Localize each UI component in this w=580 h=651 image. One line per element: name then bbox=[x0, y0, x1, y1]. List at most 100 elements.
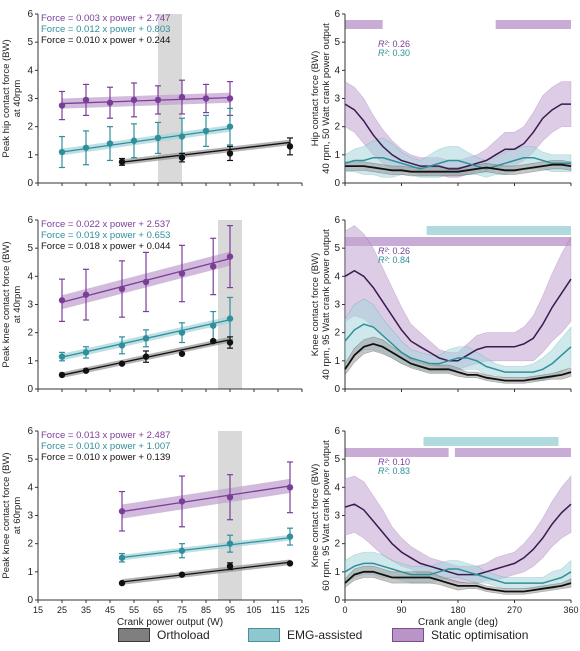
x-tick-label: 90 bbox=[396, 605, 406, 615]
y-axis-label-line: Hip contact force (BW) bbox=[310, 51, 321, 147]
mean-line-static bbox=[344, 269, 572, 362]
data-point-ortho bbox=[118, 158, 126, 166]
y-tick-label: 6 bbox=[334, 9, 340, 20]
y-tick-label: 5 bbox=[334, 243, 340, 254]
data-point-emg bbox=[226, 123, 234, 130]
r2-symbol: R² bbox=[378, 466, 388, 476]
mean-line-ortho bbox=[345, 163, 572, 173]
equation-ortho: Force = 0.010 x power + 0.244 bbox=[41, 35, 170, 46]
data-point-emg bbox=[226, 540, 234, 547]
x-tick-label: 85 bbox=[201, 605, 211, 615]
x-axis-label: Crank power output (W) bbox=[117, 617, 223, 628]
significance-bar-static bbox=[345, 20, 383, 29]
data-point-static bbox=[226, 253, 234, 260]
y-axis-label: Hip contact force (BW)40 rpm, 50 Watt cr… bbox=[310, 23, 332, 174]
significance-bar-emg bbox=[426, 226, 571, 235]
y-tick-label: 1 bbox=[334, 567, 340, 578]
data-point-static bbox=[210, 263, 217, 270]
r2-label-static: R²: 0.10 bbox=[378, 457, 410, 467]
data-point-emg bbox=[286, 533, 294, 540]
y-tick-label: 6 bbox=[334, 426, 340, 437]
data-point-ortho bbox=[178, 571, 186, 578]
data-point-emg bbox=[178, 329, 186, 336]
panel-left-middle: 0 1 2 3 4 5 6 Peak knee contact force (BW)at 40… bbox=[1, 215, 303, 395]
sd-band-ortho bbox=[344, 336, 572, 384]
r2-label-static: R²: 0.26 bbox=[378, 39, 410, 49]
equation-ortho: Force = 0.010 x power + 0.139 bbox=[41, 452, 170, 463]
data-point-emg bbox=[82, 144, 90, 151]
data-point-emg bbox=[118, 554, 126, 561]
data-point-ortho bbox=[178, 350, 186, 357]
y-tick-label: 2 bbox=[334, 328, 340, 339]
y-axis-label-line: at 60rpm bbox=[12, 497, 23, 535]
mean-line-emg bbox=[344, 156, 571, 170]
r2-value: : 0.30 bbox=[388, 48, 411, 58]
data-point-static bbox=[82, 96, 90, 104]
y-axis-label-line: Peak knee contact force (BW) bbox=[1, 452, 12, 578]
mean-line-static bbox=[344, 103, 571, 170]
data-point-emg bbox=[58, 148, 66, 156]
y-tick-label: 4 bbox=[334, 482, 340, 493]
y-axis-label-line: Knee contact force (BW) bbox=[310, 464, 321, 567]
y-tick-label: 0 bbox=[27, 595, 33, 606]
equation-static: Force = 0.003 x power + 2.747 bbox=[41, 13, 170, 24]
significance-bar-static bbox=[454, 448, 571, 457]
y-tick-label: 1 bbox=[27, 567, 33, 578]
significance-bar-static bbox=[495, 20, 571, 29]
legend-swatch-orthoload bbox=[118, 628, 150, 642]
data-point-ortho bbox=[178, 154, 186, 161]
y-tick-label: 5 bbox=[27, 37, 33, 48]
significance-bar-emg bbox=[423, 437, 559, 446]
x-tick-label: 95 bbox=[225, 605, 235, 615]
data-point-emg bbox=[82, 349, 90, 356]
equation-static: Force = 0.013 x power + 2.487 bbox=[41, 430, 170, 441]
y-axis-label-line: 60 rpm, 95 Watt crank power output bbox=[321, 440, 332, 591]
x-tick-label: 180 bbox=[450, 605, 465, 615]
x-tick-label: 75 bbox=[177, 605, 187, 615]
y-tick-label: 2 bbox=[334, 539, 340, 550]
data-point-ortho bbox=[210, 337, 217, 345]
r2-value: : 0.26 bbox=[388, 246, 411, 256]
y-tick-label: 6 bbox=[27, 215, 33, 226]
y-axis-label: Peak knee contact force (BW)at 60rpm bbox=[1, 452, 23, 578]
y-tick-label: 2 bbox=[27, 328, 33, 339]
data-point-ortho bbox=[82, 367, 90, 374]
data-point-emg bbox=[202, 127, 210, 135]
data-point-ortho bbox=[226, 150, 234, 157]
data-point-emg bbox=[154, 134, 162, 142]
regression-line-emg bbox=[121, 537, 291, 559]
legend-label-static-optimisation: Static optimisation bbox=[431, 628, 529, 642]
mean-line-emg bbox=[344, 323, 572, 373]
legend-swatch-emg-assisted bbox=[248, 628, 280, 642]
data-point-static bbox=[178, 270, 186, 277]
y-tick-label: 6 bbox=[27, 426, 33, 437]
data-point-emg bbox=[142, 335, 150, 342]
data-point-static bbox=[118, 285, 126, 293]
legend-item-static-optimisation: Static optimisation bbox=[392, 626, 528, 644]
y-axis-label: Knee contact force (BW)60 rpm, 95 Watt c… bbox=[310, 440, 332, 591]
y-tick-label: 0 bbox=[334, 384, 340, 395]
legend-swatch-static-optimisation bbox=[392, 628, 424, 642]
r2-label-emg: R²: 0.30 bbox=[378, 48, 410, 58]
y-tick-label: 0 bbox=[334, 178, 340, 189]
y-axis-label-line: Peak knee contact force (BW) bbox=[1, 241, 12, 367]
y-tick-label: 2 bbox=[27, 539, 33, 550]
data-point-static bbox=[226, 95, 234, 102]
equation-emg: Force = 0.010 x power + 1.007 bbox=[41, 441, 170, 452]
sd-band-ortho bbox=[344, 565, 572, 595]
significance-bar-static bbox=[345, 237, 571, 246]
y-tick-label: 3 bbox=[27, 94, 33, 105]
y-axis-label-line: at 40rpm bbox=[12, 80, 23, 118]
x-tick-label: 125 bbox=[294, 605, 309, 615]
r2-symbol: R² bbox=[378, 39, 388, 49]
y-tick-label: 4 bbox=[334, 65, 340, 76]
y-tick-label: 2 bbox=[334, 122, 340, 133]
mean-line-static bbox=[344, 503, 572, 576]
y-tick-label: 3 bbox=[27, 511, 33, 522]
data-point-ortho bbox=[58, 371, 66, 379]
equation-emg: Force = 0.019 x power + 0.653 bbox=[41, 230, 170, 241]
mean-line-ortho bbox=[344, 342, 572, 382]
data-point-emg bbox=[106, 140, 114, 147]
